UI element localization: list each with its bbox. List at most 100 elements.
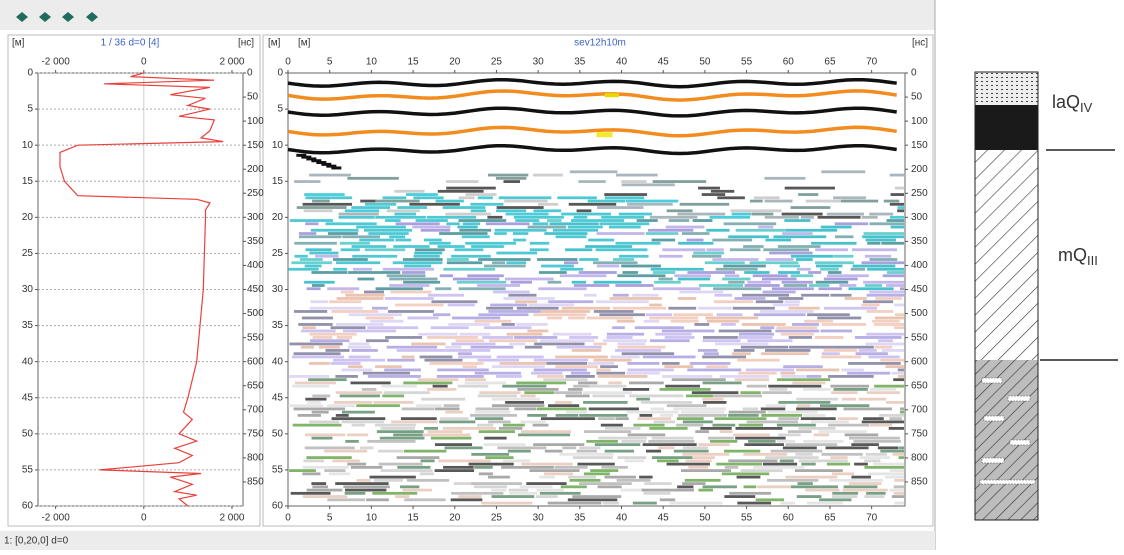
reflection [500, 362, 547, 365]
y2-tick-label: 450 [247, 284, 264, 295]
reflection [340, 395, 380, 398]
reflection [527, 414, 547, 417]
y-tick-label: 45 [272, 392, 284, 403]
reflection [784, 219, 810, 222]
reflection [356, 226, 406, 229]
reflection [505, 401, 544, 404]
reflection [329, 472, 350, 475]
y2-tick-label: 350 [911, 236, 928, 247]
reflection [385, 219, 401, 222]
reflection [869, 291, 904, 294]
reflection [467, 274, 504, 277]
y2-tick-label: 650 [247, 380, 264, 391]
reflection [881, 242, 904, 245]
reflection [821, 170, 865, 173]
reflection [662, 362, 680, 365]
reflection [900, 411, 904, 414]
y2-tick-label: 700 [247, 404, 264, 415]
reflection [762, 391, 792, 394]
reflection [803, 388, 831, 391]
reflection [730, 248, 760, 251]
reflection [507, 333, 543, 336]
reflection [741, 469, 783, 472]
reflection [834, 346, 874, 349]
reflection [540, 339, 594, 342]
reflection [342, 420, 384, 423]
reflection [349, 343, 369, 346]
reflection [780, 265, 800, 268]
reflection [479, 391, 520, 394]
reflection [387, 274, 426, 277]
reflection [362, 388, 376, 391]
reflection [300, 258, 323, 261]
reflection [413, 196, 443, 199]
reflection [828, 271, 841, 274]
y-tick-label: 15 [272, 176, 284, 187]
reflection [765, 200, 793, 203]
reflection [538, 287, 586, 290]
reflection [325, 349, 349, 352]
reflection [444, 404, 460, 407]
reflection [351, 382, 391, 385]
reflection [336, 323, 383, 326]
reflection [333, 268, 347, 271]
reflection [815, 336, 844, 339]
reflection [292, 385, 329, 388]
y2-tick-label: 300 [247, 212, 264, 223]
reflection [302, 317, 333, 320]
reflection [618, 456, 647, 459]
reflection [700, 427, 731, 430]
reflection [643, 356, 696, 359]
reflection [537, 407, 587, 410]
reflection [391, 420, 438, 423]
reflection [819, 430, 867, 433]
reflection [662, 330, 715, 333]
reflection [628, 433, 666, 436]
reflection [820, 404, 869, 407]
reflection [801, 463, 815, 466]
reflection [305, 196, 352, 199]
reflection [679, 291, 723, 294]
reflection [288, 268, 319, 271]
trace-caption: 1 / 36 d=0 [4] [101, 38, 160, 49]
reflection [851, 268, 865, 271]
reflection [775, 330, 819, 333]
reflection [309, 174, 351, 177]
reflection [588, 239, 614, 242]
reflection [568, 388, 583, 391]
reflection [440, 417, 469, 420]
reflection [583, 401, 627, 404]
reflection [509, 489, 529, 492]
reflection [694, 323, 709, 326]
reflection [865, 284, 882, 287]
reflection [641, 401, 692, 404]
reflection [671, 320, 699, 323]
reflection [688, 466, 708, 469]
reflection [312, 437, 333, 440]
reflection [890, 469, 904, 472]
reflection [294, 180, 320, 183]
reflection [687, 239, 704, 242]
reflection [855, 336, 902, 339]
reflection [646, 232, 678, 235]
y2-tick-label: 750 [247, 428, 264, 439]
reflection [717, 313, 743, 316]
reflection [723, 265, 766, 268]
reflection [412, 226, 450, 229]
reflection [649, 317, 698, 320]
reflection [650, 407, 664, 410]
reflection [832, 472, 854, 475]
reflection [503, 180, 520, 183]
reflection [471, 482, 522, 485]
reflection [462, 365, 476, 368]
reflection [891, 226, 904, 229]
reflection [777, 440, 795, 443]
reflection [894, 326, 904, 329]
reflection [406, 193, 438, 196]
reflection [525, 346, 542, 349]
reflection [420, 356, 453, 359]
trace-plot-area [38, 73, 243, 506]
reflection [345, 440, 358, 443]
reflection [617, 320, 635, 323]
reflection [568, 498, 617, 501]
